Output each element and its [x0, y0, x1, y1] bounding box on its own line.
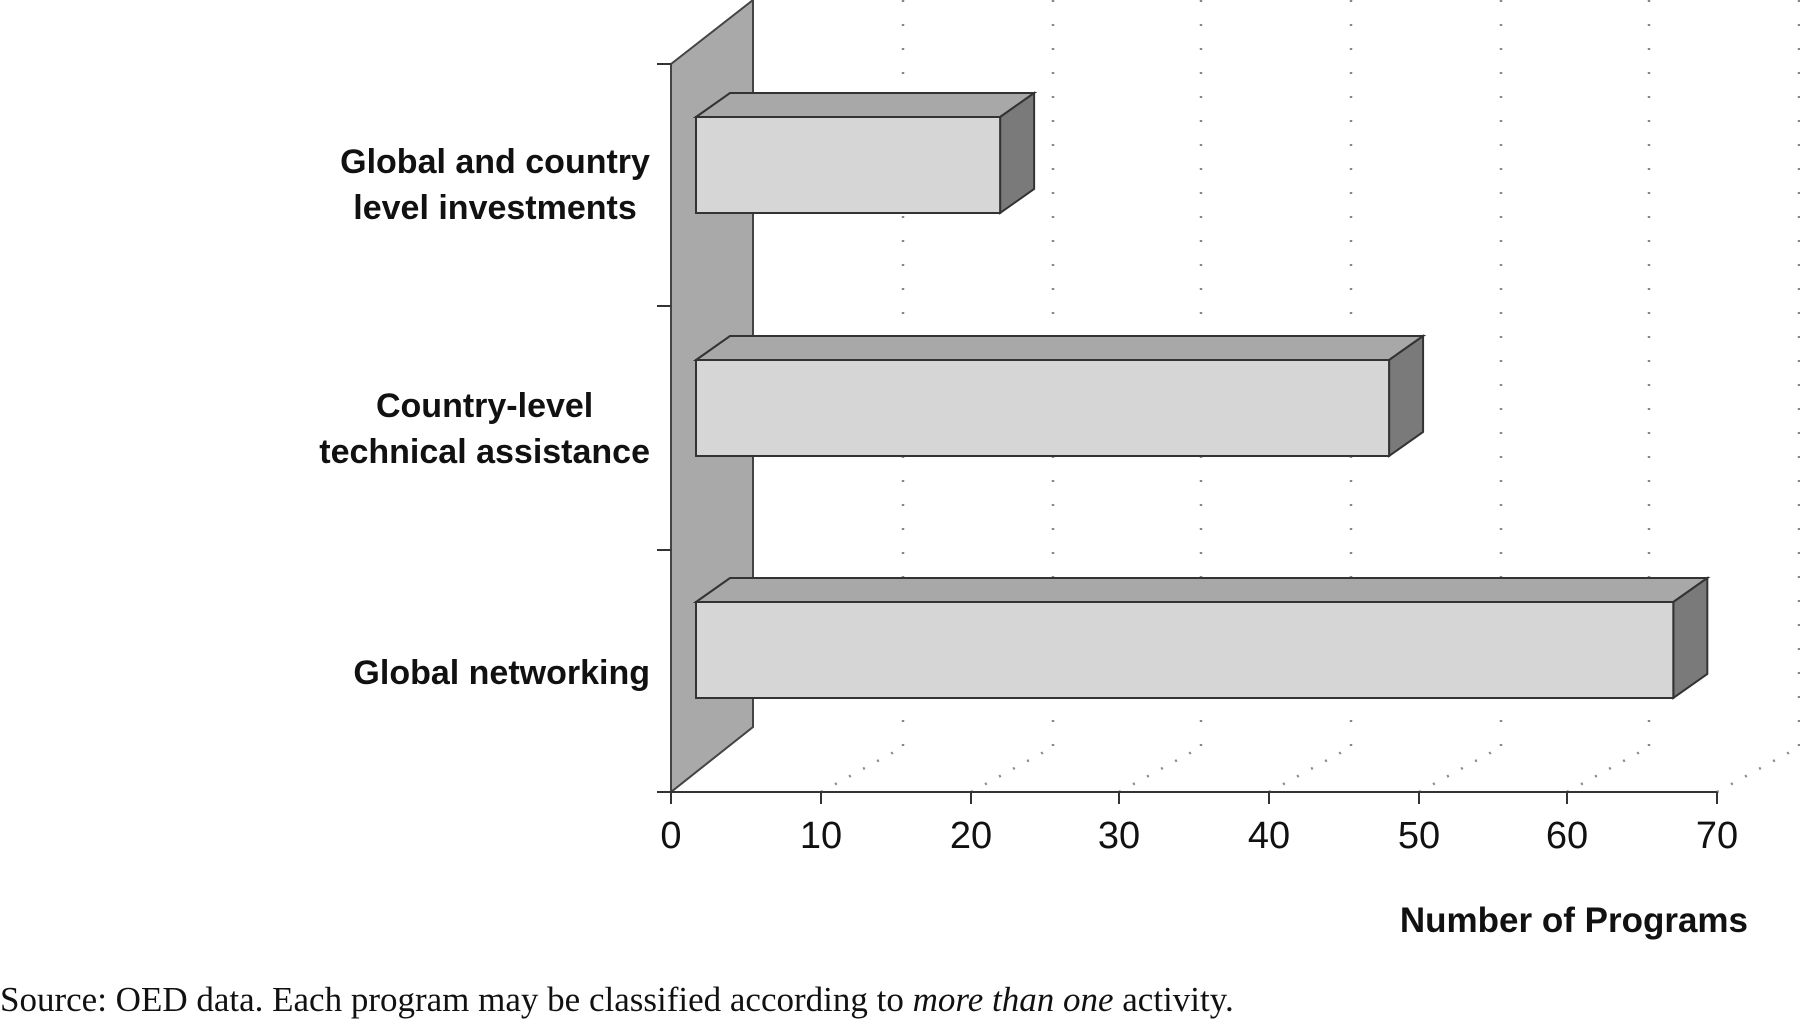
bar	[692, 576, 1711, 700]
bar-top	[692, 92, 1038, 118]
floor-gridline	[1418, 745, 1502, 794]
category-label: Country-level technical assistance	[319, 387, 650, 471]
bar-front	[695, 359, 1391, 457]
category-label: Global networking	[353, 654, 650, 692]
floor-gridline	[1566, 745, 1650, 794]
x-tick-label: 0	[660, 815, 681, 857]
bar-top	[692, 335, 1427, 361]
x-axis-title: Number of Programs	[1400, 901, 1748, 940]
source-note: Source: OED data. Each program may be cl…	[0, 980, 1234, 1020]
bar	[692, 91, 1038, 215]
source-emphasis: more than one	[912, 980, 1114, 1019]
floor-gridline	[1716, 745, 1800, 794]
source-suffix: activity.	[1113, 980, 1234, 1019]
x-tick-label: 70	[1696, 815, 1738, 857]
x-tick-label: 40	[1248, 815, 1290, 857]
bar	[692, 334, 1427, 458]
floor-gridline	[1118, 745, 1202, 794]
floor-gridline	[1268, 745, 1352, 794]
x-tick-label: 50	[1398, 815, 1440, 857]
floor-gridline	[970, 745, 1054, 794]
source-prefix: Source: OED data. Each program may be cl…	[0, 980, 913, 1019]
x-tick-label: 10	[800, 815, 842, 857]
x-tick-label: 30	[1098, 815, 1140, 857]
x-tick-label: 20	[950, 815, 992, 857]
bar-front	[695, 116, 1002, 214]
category-label: Global and country level investments	[340, 143, 650, 227]
bar-top	[692, 577, 1711, 603]
x-tick-label: 60	[1546, 815, 1588, 857]
bar-front	[695, 601, 1675, 699]
floor-gridline	[820, 745, 904, 794]
